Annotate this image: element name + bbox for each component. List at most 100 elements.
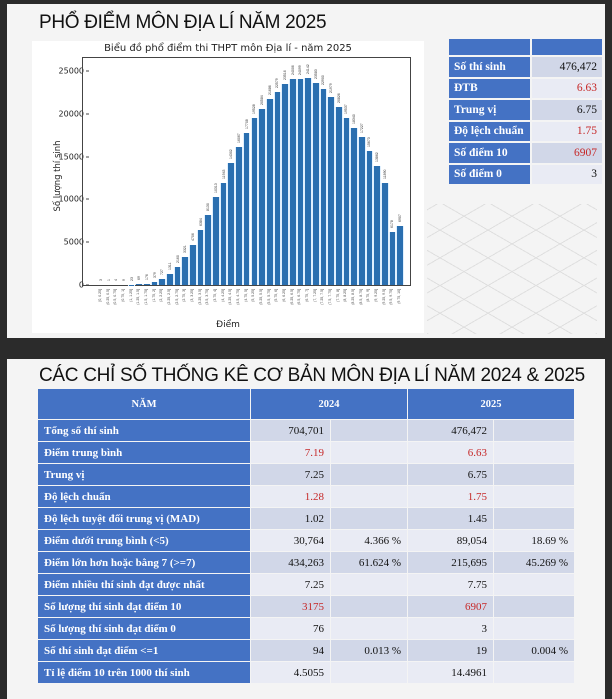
histogram-bar: 4706 <box>189 233 197 285</box>
percent-2024 <box>330 617 408 640</box>
percent-2025 <box>493 661 575 684</box>
table-row: Số lượng thí sinh đạt điểm 10 3175 6907 <box>37 595 575 618</box>
summary-label: ĐTB <box>447 76 532 100</box>
x-tick-label: (2, 2.25] <box>159 289 164 302</box>
bar-value-label: 23516 <box>283 69 288 80</box>
histogram-bar: 16067 <box>235 134 243 285</box>
x-tick-label: (3.75, 4] <box>212 289 217 302</box>
histogram-bar: 11890 <box>380 170 389 285</box>
row-label: Độ lệch chuẩn <box>37 485 251 508</box>
x-tick-label: (9, 9.25] <box>374 289 379 302</box>
table-row: Số thí sinh đạt điểm <=1 94 0.013 % 19 0.004… <box>37 639 575 662</box>
y-tick-label: 0 <box>79 281 89 290</box>
y-axis-label: Số lượng thí sinh <box>53 140 63 212</box>
histogram-bar: 176 <box>143 274 151 285</box>
value-2024: 434,263 <box>250 551 331 574</box>
histogram-bar: 24142 <box>304 64 312 285</box>
summary-row: Số thí sinh 476,472 <box>447 55 604 79</box>
histogram-bar: 379 <box>150 272 159 285</box>
summary-header-row <box>447 37 604 57</box>
bar-value-label: 3321 <box>183 244 188 253</box>
chart-title: Biểu đồ phổ điểm thi THPT môn Địa lí - n… <box>104 43 352 54</box>
row-label: Độ lệch tuyệt đối trung vị (MAD) <box>37 507 251 530</box>
percent-2025: 18.69 % <box>493 529 575 552</box>
histogram-bar: 13862 <box>373 153 381 285</box>
table-header-row: NĂM 2024 2025 <box>37 388 575 420</box>
value-2025: 215,695 <box>407 551 494 574</box>
percent-2024 <box>330 573 408 596</box>
x-tick-label: (5, 5.25] <box>251 289 256 302</box>
histogram-bar: 17708 <box>242 120 251 285</box>
x-tick-label: (9.75, 10] <box>397 289 402 304</box>
percent-2024 <box>330 595 408 618</box>
value-2024: 76 <box>250 617 331 640</box>
x-tick-label: (1.75, 2] <box>151 289 156 302</box>
bar-value-label: 22900 <box>321 75 326 85</box>
bar-value-label: 20826 <box>336 92 341 103</box>
histogram-bar: 6384 <box>196 219 205 285</box>
bar-value-label: 3 <box>98 279 103 281</box>
x-tick-label: (4, 4.25] <box>220 289 225 302</box>
bar-value-label: 727 <box>160 268 165 275</box>
row-label: Số lượng thí sinh đạt điểm 10 <box>37 595 251 618</box>
percent-2025: 45.269 % <box>493 551 575 574</box>
value-2025: 476,472 <box>407 419 494 442</box>
x-tick-label: (8.5, 8.75] <box>358 289 363 305</box>
histogram-bar: 6907 <box>396 214 404 285</box>
bar-value-label: 69 <box>137 276 142 281</box>
x-tick-label: (6.25, 6.5] <box>289 289 294 305</box>
histogram-bar: 17227 <box>357 124 366 285</box>
bar-value-label: 23 <box>129 276 134 281</box>
x-tick-label: (3, 3.25] <box>189 289 194 302</box>
percent-2025: 0.004 % <box>493 639 575 662</box>
histogram-bar: 19528 <box>250 104 259 285</box>
value-2024: 30,764 <box>250 529 331 552</box>
table-row: Độ lệch chuẩn 1.28 1.75 <box>37 485 575 508</box>
x-axis-label: Điểm <box>216 320 240 330</box>
x-tick-label: (5.5, 5.75] <box>266 289 271 305</box>
row-label: Tổng số thí sinh <box>37 419 251 442</box>
summary-value: 6.75 <box>530 98 604 122</box>
value-2025: 89,054 <box>407 529 494 552</box>
summary-value: 6907 <box>530 141 604 165</box>
histogram-bar: 23516 <box>281 70 289 285</box>
bar-value-label: 24006 <box>290 65 295 76</box>
x-tick-label: (8, 8.25] <box>343 289 348 302</box>
value-2025: 6.63 <box>407 441 494 464</box>
x-tick-label: (7.25, 7.5] <box>320 289 325 305</box>
summary-value: 1.75 <box>530 119 604 143</box>
row-label: Điểm nhiều thí sinh đạt được nhất <box>37 573 251 596</box>
bar-value-label: 13862 <box>375 152 380 163</box>
x-tick-label: (3.5, 3.75] <box>205 289 210 305</box>
value-2024: 4.5055 <box>250 661 331 684</box>
x-tick-label: (6.75, 7] <box>305 289 310 302</box>
x-tick-label: (1.5, 1.75] <box>143 289 148 305</box>
slide-title: CÁC CHỈ SỐ THỐNG KÊ CƠ BẢN MÔN ĐỊA LÍ NĂ… <box>39 365 585 386</box>
x-tick-label: (2.75, 3] <box>182 289 187 302</box>
percent-2024 <box>330 507 408 530</box>
bar-value-label: 2160 <box>175 254 180 263</box>
table-row: Trung vị 7.25 6.75 <box>37 463 575 486</box>
bar-value-label: 17708 <box>244 119 249 130</box>
bar-value-label: 1311 <box>167 262 172 270</box>
bar-value-label: 8130 <box>206 203 211 212</box>
x-tick-label: (7, 7.25] <box>312 289 317 302</box>
percent-2024 <box>330 485 408 508</box>
value-2025: 19 <box>407 639 494 662</box>
value-2024: 704,701 <box>250 419 331 442</box>
summary-label: Số thí sinh <box>447 55 532 79</box>
bar-value-label: 22579 <box>275 77 280 88</box>
histogram-bar: 14302 <box>227 149 236 285</box>
row-label: Điểm trung bình <box>37 441 251 464</box>
plot-area: 3 1 4 9 23 69 176 379 727 1311 2160 3321 4706 6384 813… <box>82 57 411 286</box>
value-2024: 3175 <box>250 595 331 618</box>
x-tick-label: (4.5, 4.75] <box>235 289 240 305</box>
x-tick-label: (9.25, 9.5] <box>381 289 386 305</box>
bar-value-label: 17227 <box>359 123 364 134</box>
percent-2025 <box>493 441 575 464</box>
table-row: Độ lệch tuyệt đối trung vị (MAD) 1.02 1.45 <box>37 507 575 530</box>
table-row: Điểm trung bình 7.19 6.63 <box>37 441 575 464</box>
bar-value-label: 21979 <box>329 83 334 93</box>
value-2025: 14.4961 <box>407 661 494 684</box>
x-tick-label: (7.5, 7.75] <box>328 289 333 305</box>
